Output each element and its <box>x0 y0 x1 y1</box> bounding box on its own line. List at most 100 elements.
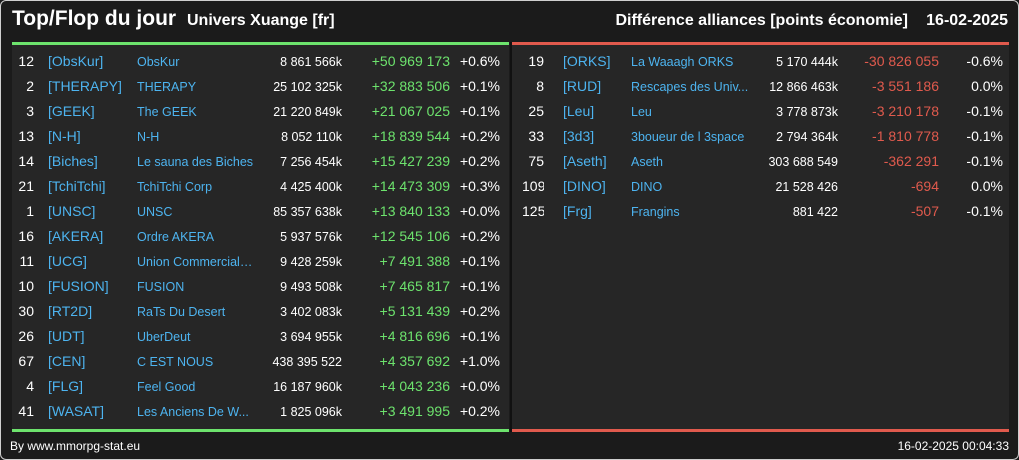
top-alliance-row: 16 [AKERA] Ordre AKERA 5 937 576k +12 545 10… <box>12 224 509 249</box>
alliance-name-link[interactable]: Feel Good <box>137 380 196 394</box>
top-panel: 12 [ObsKur] ObsKur 8 861 566k +50 969 173 +0.… <box>12 42 509 432</box>
top-alliance-row: 3 [GEEK] The GEEK 21 220 849k +21 067 025 +0.… <box>12 99 509 124</box>
alliance-rank: 26 <box>18 328 34 344</box>
alliance-rank: 109 <box>522 178 544 194</box>
alliance-tag-link[interactable]: [Leu] <box>563 103 595 119</box>
alliance-name-link[interactable]: UberDeut <box>137 330 191 344</box>
points-difference: +7 465 817 <box>379 278 450 294</box>
percent-change: -0.6% <box>966 53 1003 69</box>
top-alliance-row: 11 [UCG] Union Commerciale... 9 428 259k +7 … <box>12 249 509 274</box>
alliance-name-link[interactable]: N-H <box>137 130 160 144</box>
alliance-name-link[interactable]: THERAPY <box>137 80 197 94</box>
alliance-name-link[interactable]: Rescapes des Univ... <box>631 80 749 94</box>
alliance-rank: 75 <box>528 153 544 169</box>
flop-alliance-row: 25 [Leu] Leu 3 778 873k -3 210 178 -0.1% <box>512 99 1009 124</box>
percent-change: +0.6% <box>459 53 500 69</box>
alliance-name-link[interactable]: Le sauna des Biches <box>137 155 254 169</box>
alliance-name-link[interactable]: C EST NOUS <box>137 355 214 369</box>
header-date: 16-02-2025 <box>926 12 1008 29</box>
alliance-tag-link[interactable]: [THERAPY] <box>48 78 122 94</box>
alliance-rank: 25 <box>528 103 544 119</box>
top-alliance-row: 41 [WASAT] Les Anciens De W... 1 825 096k +3… <box>12 399 509 424</box>
alliance-tag-link[interactable]: [TchiTchi] <box>48 178 106 194</box>
top-alliance-row: 10 [FUSION] FUSION 9 493 508k +7 465 817 +0.1… <box>12 274 509 299</box>
alliance-tag-link[interactable]: [UCG] <box>48 253 87 269</box>
alliance-points: 2 794 364k <box>776 130 838 144</box>
alliance-tag-link[interactable]: [3d3] <box>563 128 595 144</box>
alliance-tag-link[interactable]: [CEN] <box>48 353 86 369</box>
alliance-rank: 30 <box>18 303 34 319</box>
alliance-name-link[interactable]: 3boueur de l 3space <box>631 130 745 144</box>
alliance-tag-link[interactable]: [DINO] <box>563 178 606 194</box>
footer-timestamp: 16-02-2025 00:04:33 <box>897 439 1009 453</box>
alliance-points: 8 052 110k <box>281 130 342 144</box>
points-difference: +3 491 995 <box>379 403 450 419</box>
points-difference: +12 545 106 <box>371 228 450 244</box>
alliance-points: 9 493 508k <box>280 280 342 294</box>
percent-change: +0.1% <box>459 103 500 119</box>
alliance-name-link[interactable]: UNSC <box>137 205 173 219</box>
alliance-name-link[interactable]: TchiTchi Corp <box>137 180 213 194</box>
alliance-name-link[interactable]: Leu <box>631 105 652 119</box>
percent-change: +0.0% <box>459 203 500 219</box>
alliance-tag-link[interactable]: [RT2D] <box>48 303 93 319</box>
alliance-points: 12 866 463k <box>769 80 838 94</box>
alliance-points: 303 688 549 <box>768 155 838 169</box>
alliance-name-link[interactable]: Ordre AKERA <box>137 230 215 244</box>
points-difference: +32 883 506 <box>371 78 450 94</box>
alliance-rank: 3 <box>26 103 34 119</box>
alliance-name-link[interactable]: Aseth <box>631 155 663 169</box>
alliance-name-link[interactable]: ObsKur <box>137 55 180 69</box>
universe-label: Univers Xuange [fr] <box>187 12 335 29</box>
alliance-tag-link[interactable]: [Frg] <box>563 203 592 219</box>
alliance-tag-link[interactable]: [ORKS] <box>563 53 611 69</box>
alliance-tag-link[interactable]: [WASAT] <box>48 403 104 419</box>
alliance-name-link[interactable]: Frangins <box>631 205 680 219</box>
alliance-tag-link[interactable]: [N-H] <box>48 128 81 144</box>
percent-change: -0.1% <box>966 203 1003 219</box>
alliance-name-link[interactable]: RaTs Du Desert <box>137 305 226 319</box>
alliance-points: 5 170 444k <box>776 55 838 69</box>
top-alliance-row: 67 [CEN] C EST NOUS 438 395 522 +4 357 692 +1… <box>12 349 509 374</box>
points-difference: -507 <box>910 203 939 219</box>
alliance-rank: 4 <box>26 378 34 394</box>
points-difference: +13 840 133 <box>371 203 450 219</box>
alliance-name-link[interactable]: FUSION <box>137 280 185 294</box>
percent-change: 0.0% <box>971 78 1003 94</box>
ranking-subtitle: Différence alliances [points économie] <box>615 12 908 29</box>
top-alliance-row: 30 [RT2D] RaTs Du Desert 3 402 083k +5 131 4… <box>12 299 509 324</box>
flop-alliance-row: 19 [ORKS] La Waaagh ORKS 5 170 444k -30 826 … <box>512 49 1009 74</box>
alliance-rank: 125 <box>522 203 544 219</box>
alliance-rank: 33 <box>528 128 544 144</box>
alliance-name-link[interactable]: DINO <box>631 180 663 194</box>
alliance-tag-link[interactable]: [FUSION] <box>48 278 109 294</box>
alliance-tag-link[interactable]: [Biches] <box>48 153 98 169</box>
alliance-rank: 13 <box>18 128 34 144</box>
top-alliance-row: 4 [FLG] Feel Good 16 187 960k +4 043 236 +0.0… <box>12 374 509 399</box>
alliance-tag-link[interactable]: [ObsKur] <box>48 53 104 69</box>
alliance-rank: 67 <box>18 353 34 369</box>
top-alliance-row: 21 [TchiTchi] TchiTchi Corp 4 425 400k +14 4… <box>12 174 509 199</box>
percent-change: +0.3% <box>459 178 500 194</box>
points-difference: +14 473 309 <box>371 178 450 194</box>
alliance-tag-link[interactable]: [RUD] <box>563 78 602 94</box>
alliance-rank: 1 <box>26 203 34 219</box>
percent-change: -0.1% <box>966 153 1003 169</box>
alliance-points: 9 428 259k <box>280 255 342 269</box>
points-difference: -362 291 <box>883 153 939 169</box>
alliance-tag-link[interactable]: [Aseth] <box>563 153 607 169</box>
alliance-name-link[interactable]: La Waaagh ORKS <box>631 55 734 69</box>
points-difference: -3 551 186 <box>872 78 939 94</box>
percent-change: +0.1% <box>459 278 500 294</box>
alliance-points: 3 402 083k <box>280 305 342 319</box>
alliance-name-link[interactable]: Union Commerciale... <box>137 255 257 269</box>
alliance-name-link[interactable]: Les Anciens De W... <box>137 405 249 419</box>
alliance-tag-link[interactable]: [FLG] <box>48 378 84 394</box>
header: Top/Flop du jour Univers Xuange [fr] Dif… <box>1 1 1018 41</box>
alliance-tag-link[interactable]: [AKERA] <box>48 228 104 244</box>
alliance-name-link[interactable]: The GEEK <box>137 105 197 119</box>
alliance-tag-link[interactable]: [GEEK] <box>48 103 95 119</box>
top-alliance-row: 26 [UDT] UberDeut 3 694 955k +4 816 696 +0.1% <box>12 324 509 349</box>
alliance-tag-link[interactable]: [UNSC] <box>48 203 96 219</box>
alliance-tag-link[interactable]: [UDT] <box>48 328 85 344</box>
